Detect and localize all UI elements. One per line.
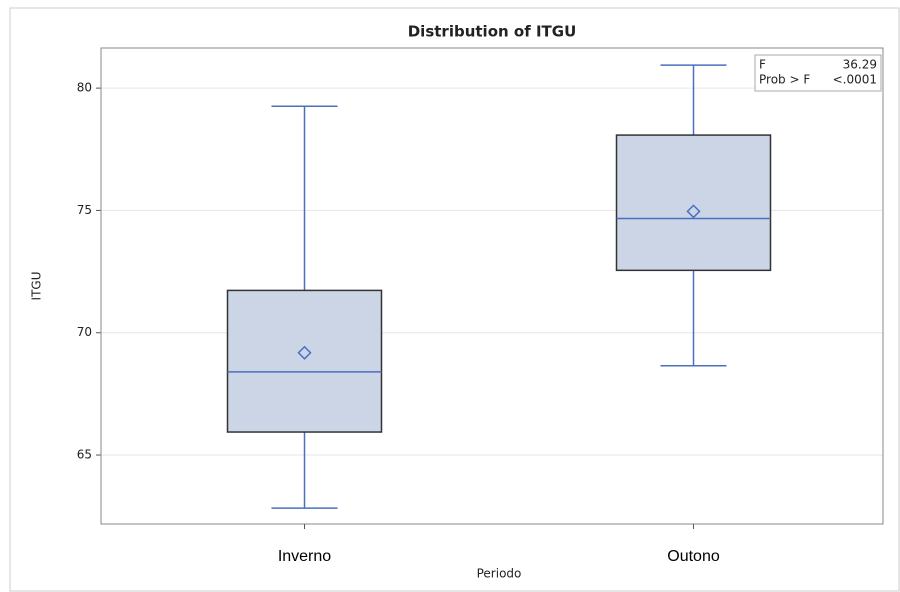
inset-box <box>754 54 882 92</box>
y-tick-label: 70 <box>77 325 92 339</box>
frame <box>9 7 900 592</box>
box <box>615 134 772 272</box>
box <box>226 289 383 433</box>
chart-title: Distribution of ITGU <box>408 23 577 41</box>
mean-marker <box>686 204 701 219</box>
x-tick-label: Inverno <box>278 548 331 565</box>
mean-marker <box>297 345 312 360</box>
y-axis-label: ITGU <box>30 272 44 301</box>
y-tick-label: 65 <box>77 448 92 462</box>
plot-frame <box>100 47 884 525</box>
x-axis-label: Periodo <box>477 567 522 581</box>
inset-label: Prob > F <box>759 73 810 87</box>
inset-label: F <box>759 58 766 72</box>
inset-value: 36.29 <box>843 58 877 72</box>
x-tick-label: Outono <box>667 548 720 565</box>
y-tick-label: 75 <box>77 203 92 217</box>
inset-value: <.0001 <box>833 73 877 87</box>
y-tick-label: 80 <box>77 81 92 95</box>
